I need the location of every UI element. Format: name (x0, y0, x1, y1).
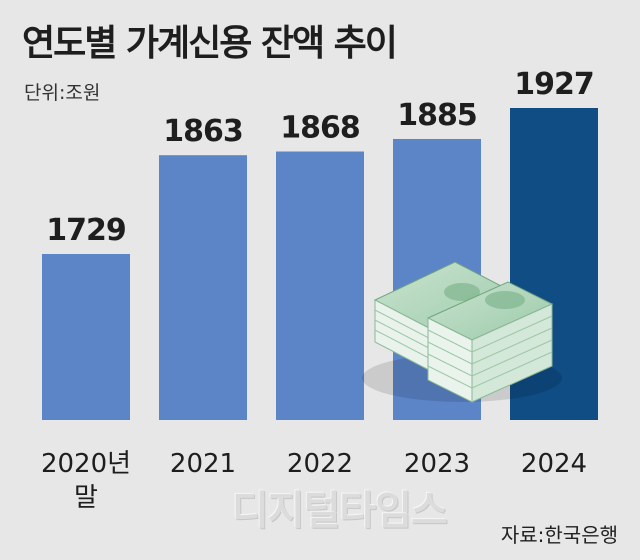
x-tick-label-2: 2022 (287, 449, 353, 479)
value-labels: 1729 1863 1868 1885 1927 (46, 67, 595, 248)
unit-label: 단위:조원 (24, 82, 101, 104)
value-label-4: 1927 (514, 67, 594, 102)
x-tick-label-0: 2020년 (41, 449, 131, 479)
value-label-1: 1863 (163, 114, 243, 149)
value-label-0: 1729 (46, 213, 126, 248)
chart-title: 연도별 가계신용 잔액 추이 (22, 23, 398, 64)
bar-1 (159, 155, 247, 420)
watermark-text: 디지털타임스 (232, 488, 448, 534)
banknote-stacks-icon (362, 261, 562, 403)
x-tick-label-4: 2024 (521, 449, 587, 479)
x-tick-label-1: 2021 (170, 449, 236, 479)
bar-0 (42, 254, 130, 420)
value-label-2: 1868 (280, 111, 360, 146)
x-tick-label-0-line1: 말 (74, 483, 98, 513)
source-note: 자료:한국은행 (500, 523, 618, 547)
x-tick-label-3: 2023 (404, 449, 470, 479)
value-label-3: 1885 (397, 98, 477, 133)
bar-2 (276, 151, 364, 420)
